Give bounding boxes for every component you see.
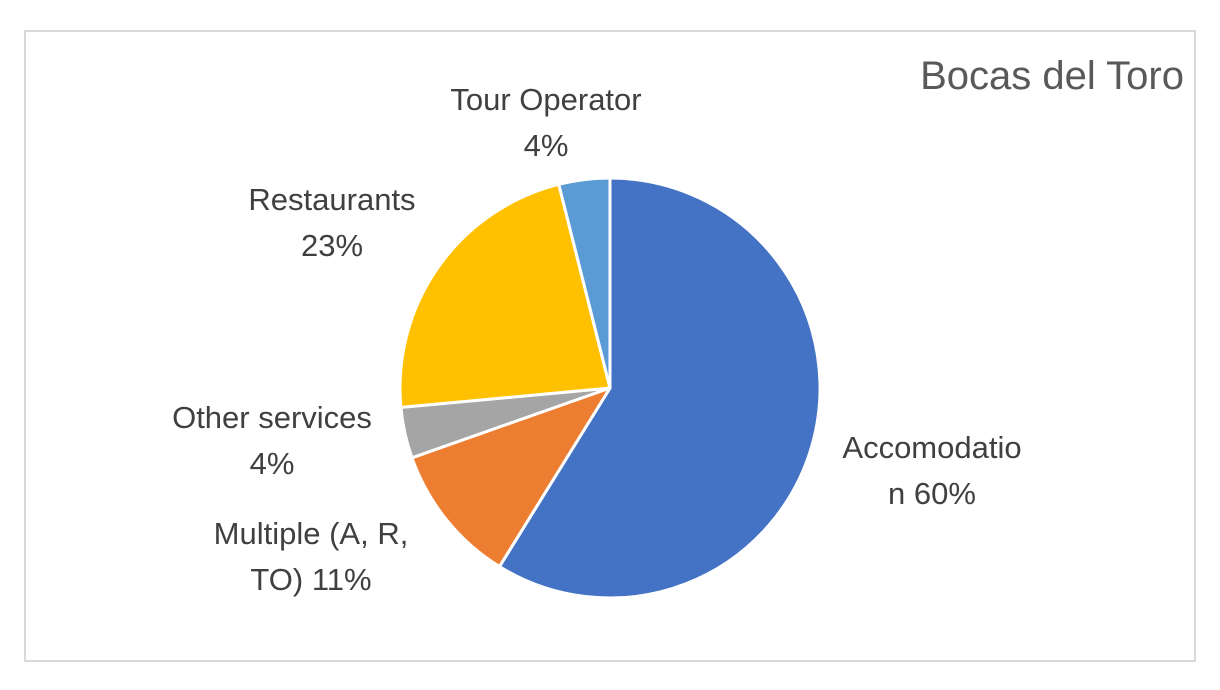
pie-slice-accomodation [497,176,822,600]
pie-label-tour-operator: Tour Operator 4% [450,82,641,163]
pie-slice-restaurants [398,182,612,409]
pie-label-restaurants: Restaurants 23% [248,182,415,263]
pie-label-other-services: Other services 4% [172,400,372,481]
pie-slice-tour-operator [557,176,612,390]
pie-label-accomodation: Accomodatio n 60% [842,430,1021,511]
pie-label-multiple-a-r-to: Multiple (A, R, TO) 11% [214,516,409,597]
chart-title: Bocas del Toro [920,54,1184,98]
pie-slice-multiple-a-r-to [410,386,612,569]
